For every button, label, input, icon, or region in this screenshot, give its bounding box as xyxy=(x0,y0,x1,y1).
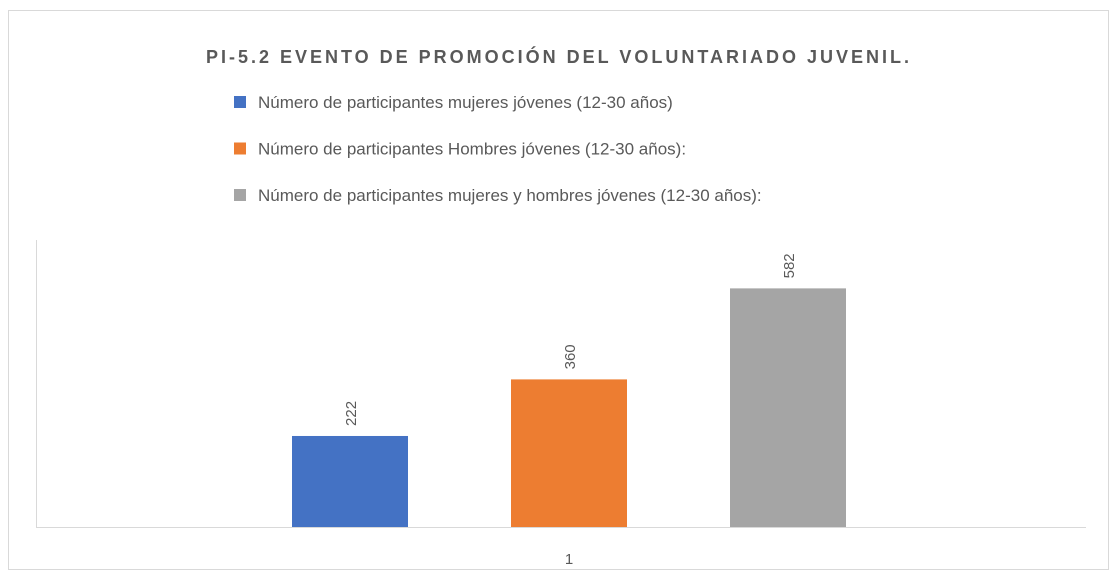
legend-swatch xyxy=(234,142,246,155)
legend-label: Número de participantes Hombres jóvenes … xyxy=(258,140,686,159)
bar xyxy=(292,435,408,527)
legend-swatch xyxy=(234,189,246,201)
legend-label: Número de participantes mujeres y hombre… xyxy=(258,186,762,205)
legend-label: Número de participantes mujeres jóvenes … xyxy=(258,93,673,112)
bar xyxy=(511,379,627,527)
data-label: 222 xyxy=(343,401,360,426)
chart-title: PI-5.2 EVENTO DE PROMOCIÓN DEL VOLUNTARI… xyxy=(206,46,912,67)
bar xyxy=(730,288,846,527)
x-tick-label: 1 xyxy=(565,551,573,568)
data-label: 360 xyxy=(562,344,579,369)
legend-swatch xyxy=(234,96,246,108)
data-label: 582 xyxy=(781,253,798,278)
